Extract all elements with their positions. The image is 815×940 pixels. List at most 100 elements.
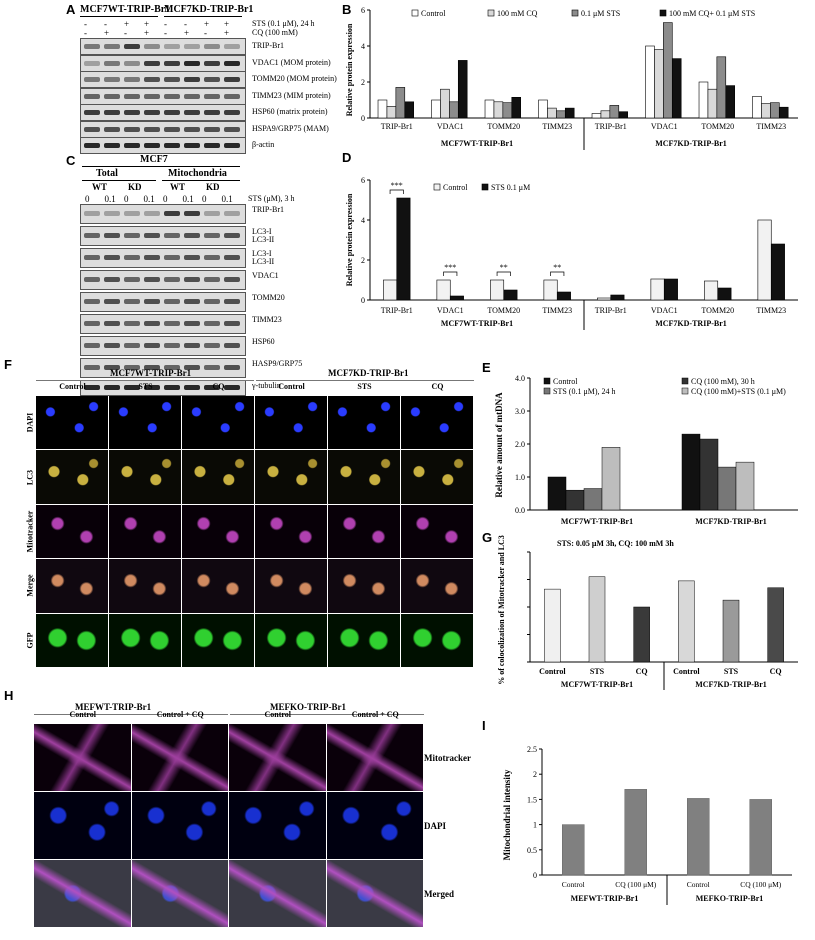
panel-c-sts-label: STS (μM), 3 h — [248, 194, 295, 203]
panel-c-blot-row — [80, 292, 246, 312]
chart-b-legend-swatch — [659, 9, 667, 17]
panel-f-group-wt: MCF7WT-TRIP-Br1 — [110, 368, 192, 378]
chart-d-y-tick-label: 2 — [361, 256, 365, 265]
panel-a-row-label: TRIP-Br1 — [252, 41, 284, 50]
panel-f-image-cell — [182, 396, 254, 450]
panel-h-image-cell — [34, 792, 131, 859]
panel-c-band — [144, 277, 160, 282]
chart-d-bar — [503, 289, 518, 301]
panel-c-row-label: LC3-II — [252, 257, 275, 266]
panel-f-image-cell — [401, 613, 473, 667]
chart-d-x-tick-label: TRIP-Br1 — [595, 306, 627, 315]
chart-d-bar — [383, 279, 398, 301]
chart-d-bar — [770, 243, 785, 301]
panel-c-title-rule — [82, 166, 240, 167]
panel-a-band — [84, 126, 100, 132]
panel-c-band — [84, 255, 100, 260]
chart-b-bar — [654, 49, 664, 119]
chart-g-bar — [767, 587, 784, 663]
chart-e-bar — [681, 433, 701, 511]
panel-a-band — [104, 44, 120, 49]
panel-f-image-cell — [401, 559, 473, 613]
panel-c-band — [84, 365, 100, 370]
panel-f-row-label: GFP — [25, 632, 35, 649]
chart-b-bar — [547, 107, 557, 119]
panel-label-a: A — [66, 2, 76, 17]
panel-h-column-header: Control + CQ — [156, 710, 204, 719]
panel-h-image-cell — [34, 860, 131, 927]
panel-c-sts-value: 0.1 — [104, 194, 116, 204]
chart-g-group-label: MCF7KD-TRIP-Br1 — [695, 680, 767, 689]
chart-d-y-tick-label: 4 — [361, 216, 365, 225]
panel-c-band — [164, 343, 180, 348]
chart-e-y-tick-label: 3.0 — [515, 407, 525, 416]
panel-c-band — [124, 211, 140, 216]
panel-a-band — [144, 60, 160, 66]
panel-a-western-blot: MCF7WT-TRIP-Br1 MCF7KD-TRIP-Br1 - - + + - - + +… — [0, 0, 340, 154]
chart-i-bar — [687, 798, 710, 876]
panel-c-band — [184, 255, 200, 260]
panel-c-band — [84, 385, 100, 390]
chart-e-bar — [601, 447, 621, 511]
chart-b-y-axis-label: Relative protein expression — [345, 23, 354, 116]
panel-c-band — [164, 255, 180, 260]
chart-b-x-tick-label: VDAC1 — [437, 122, 464, 131]
panel-c-band — [144, 255, 160, 260]
panel-a-band — [164, 44, 180, 49]
panel-c-band — [184, 277, 200, 282]
panel-a-band — [84, 93, 100, 99]
panel-c-band — [104, 385, 120, 390]
chart-i-x-tick-label: Control — [687, 880, 710, 889]
panel-a-band — [224, 110, 240, 115]
panel-c-band — [224, 343, 240, 348]
chart-g-bar — [722, 599, 740, 663]
panel-a-cond2-sign: + — [144, 28, 150, 38]
chart-b-bar — [600, 110, 611, 119]
chart-g-x-tick-label: STS — [590, 667, 605, 676]
chart-g: % of colocolization of Mitotracker and L… — [497, 535, 798, 690]
chart-d-sig-bracket — [496, 271, 511, 276]
panel-c-row-label: TRIP-Br1 — [252, 205, 284, 214]
panel-a-cond2-sign: - — [164, 28, 167, 38]
panel-c-band — [84, 211, 100, 216]
panel-f-image-cell — [109, 613, 181, 667]
chart-d: 0 2 4 6 Relative protein expression Control ST… — [345, 176, 798, 330]
panel-f-image-cell — [328, 613, 400, 667]
panel-a-group-kd: MCF7KD-TRIP-Br1 — [164, 4, 254, 15]
chart-b-x-tick-label: TOMM20 — [701, 122, 734, 131]
panel-f-image-cell — [328, 396, 400, 450]
panel-f-image-cell — [255, 613, 327, 667]
chart-i-x-tick-label: Control — [562, 880, 585, 889]
panel-c-band — [224, 365, 240, 370]
chart-e-x-tick-label: MCF7KD-TRIP-Br1 — [695, 517, 767, 526]
chart-i-x-tick-label: CQ (100 μM) — [615, 880, 657, 889]
panel-c-row-label: LC3-I — [252, 227, 272, 236]
panel-a-band — [104, 93, 120, 99]
panel-a-band — [224, 93, 240, 99]
panel-c-band — [184, 321, 200, 326]
panel-c-band — [104, 233, 120, 238]
chart-d-sig-bracket — [550, 271, 565, 276]
panel-c-band — [204, 255, 220, 260]
panel-c-group-total: Total — [96, 168, 118, 179]
panel-h-row-label: Mitotracker — [424, 753, 471, 763]
panel-label-h: H — [4, 688, 14, 703]
panel-c-band — [224, 277, 240, 282]
panel-a-band — [204, 143, 220, 148]
panel-f-group-kd: MCF7KD-TRIP-Br1 — [328, 368, 409, 378]
panel-c-row-label: LC3-I — [252, 249, 272, 258]
chart-e-y-tick-label: 4.0 — [515, 374, 525, 383]
chart-b-legend-swatch — [571, 9, 579, 17]
panel-a-cond1-sign: + — [144, 19, 150, 29]
chart-d-x-tick-label: VDAC1 — [437, 306, 464, 315]
panel-c-row-label: LC3-II — [252, 235, 275, 244]
chart-d-x-tick-label: TRIP-Br1 — [381, 306, 413, 315]
chart-d-x-tick-label: TIMM23 — [756, 306, 786, 315]
panel-c-band — [164, 299, 180, 304]
panel-h-image-cell — [326, 792, 423, 859]
panel-c-band — [124, 233, 140, 238]
chart-g-x-tick-label: STS — [724, 667, 739, 676]
panel-a-blot-row — [80, 38, 246, 55]
panel-a-band — [204, 93, 220, 99]
panel-c-band — [204, 321, 220, 326]
